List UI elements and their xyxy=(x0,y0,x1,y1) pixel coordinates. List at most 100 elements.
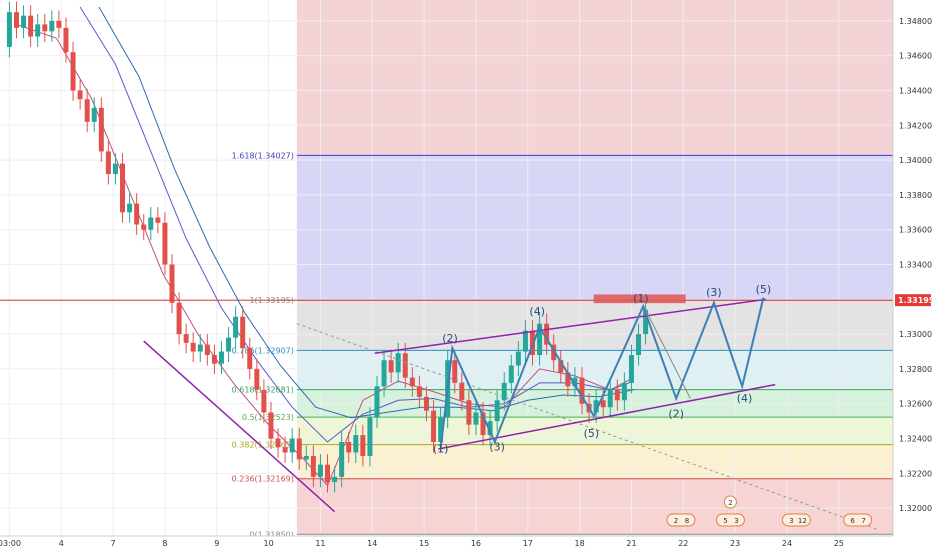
current-price-tag xyxy=(895,294,931,307)
x-tick-label: 03:00 xyxy=(0,539,21,548)
wave-label: (3) xyxy=(706,286,722,299)
y-axis-bg xyxy=(893,0,932,550)
candle-body xyxy=(381,360,387,387)
candle-body xyxy=(56,20,62,28)
candle-body xyxy=(211,355,217,364)
candle-body xyxy=(600,400,606,408)
fib-zones xyxy=(296,0,894,535)
candle-body xyxy=(162,222,168,265)
x-tick-label: 14 xyxy=(367,539,377,548)
candle-body xyxy=(452,360,458,383)
candle-body xyxy=(487,421,493,436)
candle-body xyxy=(572,377,578,387)
candle-body xyxy=(416,386,422,397)
candle-body xyxy=(593,400,599,413)
y-tick-label: 1.32200 xyxy=(899,469,932,478)
y-tick-label: 1.33600 xyxy=(899,226,932,235)
candle-body xyxy=(614,389,620,401)
fib-label: 0.382(1.32365) xyxy=(232,441,294,450)
candle-body xyxy=(473,412,479,425)
y-tick-label: 1.33000 xyxy=(899,330,932,339)
candle-body xyxy=(226,337,232,352)
wave-label: (3) xyxy=(489,441,505,454)
dotted-trend-line xyxy=(296,323,877,530)
candle-body xyxy=(508,365,514,383)
wave-label: (4) xyxy=(529,305,545,318)
candle-body xyxy=(607,389,613,408)
candle-body xyxy=(317,464,323,477)
candle-body xyxy=(141,224,147,230)
event-badge-top xyxy=(723,495,737,509)
candle-body xyxy=(544,323,550,345)
candle-body xyxy=(21,15,27,28)
x-tick-label: 4 xyxy=(59,539,64,548)
x-axis: 03:00 4 7 8 9 10 11 14 15 16 17 18 21 22 23 24 25 xyxy=(0,535,932,550)
wave-label: (1) xyxy=(633,292,649,305)
y-tick-label: 1.32400 xyxy=(899,435,932,444)
x-tick-label: 10 xyxy=(264,539,274,548)
event-badge-count: 2 xyxy=(674,517,678,525)
candle-body xyxy=(388,360,394,373)
candle-body xyxy=(296,438,302,460)
candle-body xyxy=(551,344,557,361)
candle-body xyxy=(63,27,69,53)
candle-body xyxy=(183,334,189,343)
wave-label: (2) xyxy=(442,332,458,345)
fib-label: 0.786(1.32907) xyxy=(232,346,294,355)
x-tick-label: 24 xyxy=(782,539,792,548)
target-zone-box xyxy=(593,294,686,304)
x-tick-label: 25 xyxy=(834,539,844,548)
wave-label: (4) xyxy=(737,392,753,405)
candle-body xyxy=(261,389,267,413)
candle-body xyxy=(91,107,97,122)
candle-body xyxy=(395,353,401,373)
x-tick-label: 18 xyxy=(575,539,585,548)
y-tick-label: 1.33400 xyxy=(899,261,932,270)
event-badge-count: 3 xyxy=(789,517,793,525)
candle-body xyxy=(325,464,331,483)
ema-mid-line xyxy=(79,6,634,443)
channel-lower-line xyxy=(438,383,776,450)
event-badge-count: 6 xyxy=(850,517,855,525)
candle-body xyxy=(339,442,345,477)
ema-slow-line xyxy=(98,6,634,419)
candle-body xyxy=(77,90,83,100)
candle-body xyxy=(459,382,465,401)
y-tick-label: 1.34600 xyxy=(899,52,932,61)
candle-body xyxy=(332,476,338,483)
wave-label: (1) xyxy=(433,442,449,455)
x-tick-label: 11 xyxy=(315,539,325,548)
projection-arrow xyxy=(645,309,691,399)
event-badge xyxy=(715,513,745,527)
event-badge-count: 5 xyxy=(723,517,727,525)
candle-body xyxy=(346,442,352,453)
y-tick-label: 1.32000 xyxy=(899,504,932,513)
x-tick-label: 23 xyxy=(730,539,740,548)
candle-body xyxy=(35,24,41,37)
fib-label: 0.236(1.32169) xyxy=(232,475,294,484)
y-tick-label: 1.34000 xyxy=(899,156,932,165)
fib-zone xyxy=(296,155,894,301)
y-tick-label: 1.34200 xyxy=(899,121,932,130)
fib-label: 0(1.31850) xyxy=(249,530,293,539)
candle-body xyxy=(254,368,260,390)
candle-body xyxy=(127,203,133,213)
candle-body xyxy=(310,455,316,477)
candle-body xyxy=(558,360,564,373)
candle-body xyxy=(643,309,649,335)
candle-body xyxy=(120,163,126,213)
candle-body xyxy=(289,438,295,453)
candle-body xyxy=(105,151,111,175)
candle-body xyxy=(565,372,571,387)
y-tick-label: 1.32600 xyxy=(899,400,932,409)
candle-body xyxy=(6,12,12,47)
candle-body xyxy=(190,342,196,352)
candle-body xyxy=(134,203,140,225)
event-badge xyxy=(666,513,696,527)
candle-body xyxy=(431,410,437,443)
x-tick-label: 17 xyxy=(523,539,533,548)
candle-body xyxy=(240,316,246,349)
fib-zone xyxy=(296,0,894,156)
